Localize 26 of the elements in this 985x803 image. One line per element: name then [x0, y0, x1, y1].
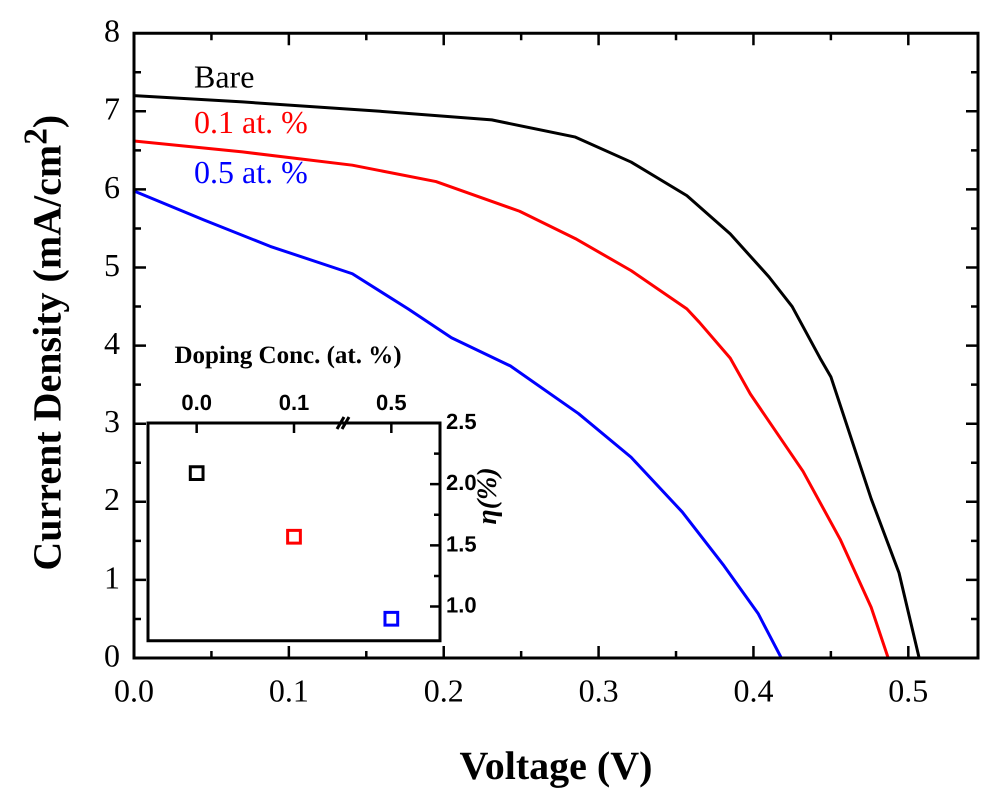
x-tick-label: 0.3 — [578, 672, 619, 709]
y-tick-label: 2 — [104, 481, 120, 518]
y-tick-label: 6 — [104, 168, 120, 205]
x-axis-title: Voltage (V) — [458, 742, 654, 789]
y-tick-label: 1.5 — [446, 531, 477, 556]
y-tick-label: 2.5 — [446, 409, 477, 434]
x-tick-label: 0.0 — [181, 390, 212, 415]
y-tick-label: 5 — [104, 246, 120, 283]
y-tick-label: 4 — [104, 325, 120, 362]
y-tick-label: 1.0 — [446, 592, 477, 618]
legend-label: Bare — [194, 58, 254, 95]
y-tick-label: 8 — [104, 12, 120, 49]
y-tick-label: 1 — [104, 559, 120, 596]
x-axis-title: Doping Conc. (at. %) — [173, 342, 403, 370]
x-tick-label: 0.0 — [114, 672, 154, 709]
y-tick-label: 7 — [104, 90, 120, 127]
x-tick-label: 0.1 — [268, 672, 309, 709]
series-label: 0.1 at. % — [194, 104, 308, 140]
y-tick-label: 3 — [104, 403, 120, 440]
x-tick-label: 0.5 — [888, 672, 928, 709]
x-tick-label: 0.1 — [278, 390, 310, 415]
x-tick-label: 0.2 — [424, 672, 464, 709]
x-tick-label: 0.5 — [376, 390, 407, 415]
y-tick-label: 0 — [104, 637, 120, 674]
series-label: 0.5 at. % — [194, 154, 308, 190]
x-tick-label: 0.4 — [733, 672, 774, 709]
